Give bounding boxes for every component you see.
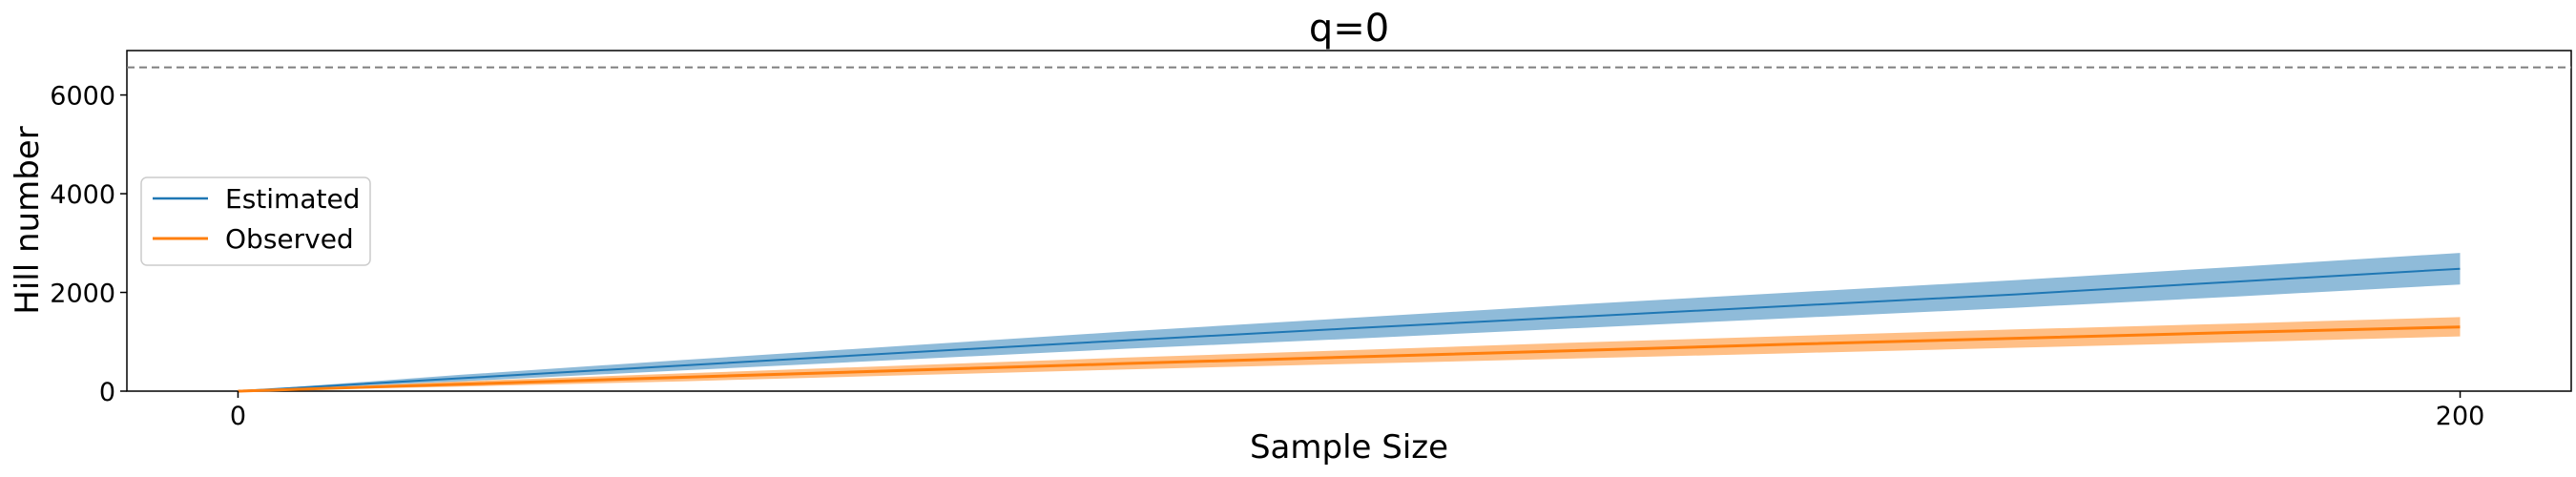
x-tick-label: 0 xyxy=(230,402,246,431)
plot-frame xyxy=(126,50,2572,392)
line-estimated xyxy=(238,267,2461,392)
y-tick-label: 4000 xyxy=(50,180,115,210)
plot-area xyxy=(126,50,2572,392)
x-axis: 0 200 xyxy=(230,391,2484,431)
x-axis-title: Sample Size xyxy=(1250,428,1448,467)
y-tick-label: 0 xyxy=(99,378,115,407)
legend: Estimated Observed xyxy=(140,176,371,266)
x-tick-label: 200 xyxy=(2436,402,2485,431)
series-lines xyxy=(238,267,2461,393)
legend-label-estimated: Estimated xyxy=(225,183,360,215)
legend-label-observed: Observed xyxy=(225,223,354,255)
confidence-bands xyxy=(238,253,2461,391)
y-axis: 0 2000 4000 6000 xyxy=(50,82,127,407)
y-tick-label: 2000 xyxy=(50,280,115,309)
band-estimated xyxy=(238,253,2461,391)
y-axis-title: Hill number xyxy=(9,126,47,314)
y-tick-label: 6000 xyxy=(50,82,115,112)
chart-title: q=0 xyxy=(1309,7,1389,51)
line-observed xyxy=(238,325,2461,393)
